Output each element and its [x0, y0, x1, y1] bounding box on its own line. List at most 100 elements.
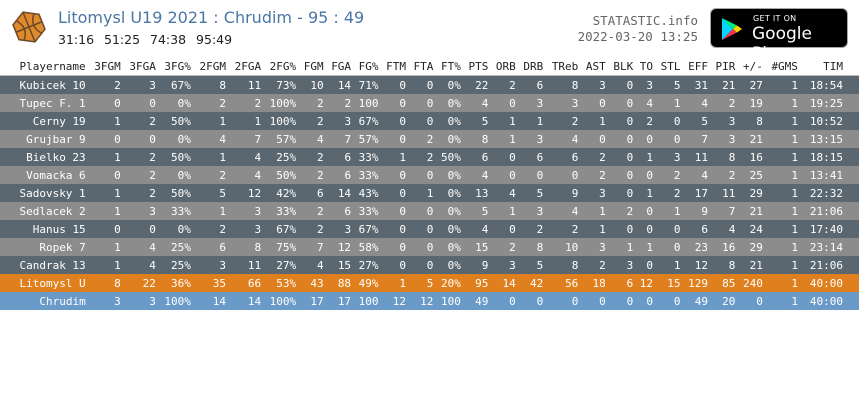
stat-cell: 13:15 — [799, 130, 859, 148]
site-name[interactable]: STATASTIC.info — [592, 13, 698, 28]
column-header: FTM — [380, 57, 408, 76]
stat-cell: 1 — [580, 112, 608, 130]
stat-cell: 0 — [380, 166, 408, 184]
stat-cell: 25 — [737, 166, 765, 184]
stat-cell: 0 — [87, 130, 123, 148]
stat-cell: 21 — [709, 75, 738, 94]
player-name-cell: Litomysl U — [0, 274, 88, 292]
stat-cell: 1 — [655, 256, 683, 274]
stat-cell: 49 — [462, 292, 491, 310]
stat-cell: 2 — [122, 166, 158, 184]
stat-cell: 6 — [545, 148, 581, 166]
stat-cell: 57% — [353, 130, 381, 148]
stat-cell: 0 — [122, 220, 158, 238]
stat-cell: 58% — [353, 238, 381, 256]
stat-cell: 50% — [157, 184, 193, 202]
stat-cell: 3 — [709, 130, 738, 148]
stat-cell: 5 — [462, 202, 491, 220]
stat-cell: 0 — [122, 130, 158, 148]
stat-cell: 53% — [263, 274, 299, 292]
stat-cell: 2 — [298, 148, 326, 166]
stat-cell: 0 — [635, 166, 656, 184]
stat-cell: 0% — [157, 166, 193, 184]
stat-cell: 0 — [87, 166, 123, 184]
stat-cell: 0 — [635, 292, 656, 310]
stat-cell: 11 — [228, 256, 264, 274]
stat-cell: 20% — [435, 274, 463, 292]
google-play-icon — [722, 18, 742, 40]
player-row: Grujbar 9 0 0 0% 4 7 57% 4 7 57% 0 2 0% 8 1 3 4 0 0 0 0 7 3 21 1… — [0, 130, 859, 148]
stat-cell: 3 — [122, 75, 158, 94]
stat-cell: 29 — [737, 184, 765, 202]
stat-cell: 29 — [737, 238, 765, 256]
player-row: Sedlacek 2 1 3 33% 1 3 33% 2 6 33% 0 0 0% 5 1 3 4 1 2 0 1 9 7 2… — [0, 202, 859, 220]
player-name-cell: Chrudim — [0, 292, 88, 310]
stat-cell: 7 — [325, 130, 354, 148]
stat-cell: 33% — [353, 148, 381, 166]
player-name-cell: Vomacka 6 — [0, 166, 88, 184]
stat-cell: 1 — [655, 202, 683, 220]
stat-cell: 18:15 — [799, 148, 859, 166]
stat-cell: 0 — [380, 238, 408, 256]
stat-cell: 0% — [435, 184, 463, 202]
stat-cell: 1 — [764, 130, 800, 148]
stat-cell: 3 — [517, 202, 546, 220]
stat-cell: 0 — [87, 220, 123, 238]
stat-cell: 1 — [635, 184, 656, 202]
player-name-cell: Sedlacek 2 — [0, 202, 88, 220]
stat-cell: 0 — [407, 166, 436, 184]
stat-cell: 3 — [192, 256, 228, 274]
stat-cell: 0 — [545, 166, 581, 184]
stat-cell: 1 — [764, 166, 800, 184]
stat-cell: 9 — [545, 184, 581, 202]
player-name-cell: Candrak 13 — [0, 256, 88, 274]
stat-cell: 4 — [682, 94, 710, 112]
player-name-cell: Bielko 23 — [0, 148, 88, 166]
stat-cell: 21 — [737, 256, 765, 274]
stat-cell: 5 — [192, 184, 228, 202]
stat-cell: 0 — [737, 292, 765, 310]
player-row: Cerny 19 1 2 50% 1 1 100% 2 3 67% 0 0 0% 5 1 1 2 1 0 2 0 5 3 8 1… — [0, 112, 859, 130]
stat-cell: 4 — [490, 184, 518, 202]
stat-cell: 3 — [517, 130, 546, 148]
stat-cell: 0 — [490, 220, 518, 238]
stat-cell: 56 — [545, 274, 581, 292]
stat-cell: 9 — [682, 202, 710, 220]
stat-cell: 8 — [709, 256, 738, 274]
stat-cell: 0 — [380, 202, 408, 220]
stat-cell: 2 — [87, 75, 123, 94]
stat-cell: 71% — [353, 75, 381, 94]
stat-cell: 8 — [545, 256, 581, 274]
google-play-button[interactable]: GET IT ON Google Play — [710, 8, 848, 64]
stat-cell: 0% — [435, 220, 463, 238]
player-row: Ropek 7 1 4 25% 6 8 75% 7 12 58% 0 0 0% 15 2 8 10 3 1 1 0 23 1… — [0, 238, 859, 256]
stat-cell: 4 — [298, 130, 326, 148]
stat-cell: 15 — [655, 274, 683, 292]
stat-cell: 67% — [157, 75, 193, 94]
stat-cell: 1 — [87, 112, 123, 130]
player-name-cell: Sadovsky 1 — [0, 184, 88, 202]
player-row: Tupec F. 1 0 0 0% 2 2 100% 2 2 100 0 0 0% 4 0 3 3 0 0 4 1 4 2 1… — [0, 94, 859, 112]
stat-cell: 3 — [655, 148, 683, 166]
player-name-cell: Tupec F. 1 — [0, 94, 88, 112]
period-score: 51:25 — [104, 32, 141, 47]
stat-cell: 12 — [682, 256, 710, 274]
stat-cell: 2 — [545, 220, 581, 238]
stat-cell: 12 — [407, 292, 436, 310]
team-total-row: Litomysl U 8 22 36% 35 66 53% 43 88 49% 1 5 20% 95 14 4… — [0, 274, 859, 292]
table-header-row: Playername 3FGM 3FGA 3FG% 2FGM 2FGA 2FG% FGM FGA… — [0, 57, 859, 76]
stat-cell: 6 — [517, 148, 546, 166]
column-header: 3FGA — [122, 57, 158, 76]
stat-cell: 0 — [380, 184, 408, 202]
column-header: FTA — [407, 57, 436, 76]
stat-cell: 3 — [709, 112, 738, 130]
stat-cell: 27 — [737, 75, 765, 94]
stat-cell: 4 — [682, 166, 710, 184]
stat-cell: 4 — [709, 220, 738, 238]
stat-cell: 5 — [407, 274, 436, 292]
stat-cell: 8 — [228, 238, 264, 256]
report-datetime: 2022-03-20 13:25 — [577, 29, 698, 44]
stat-cell: 1 — [764, 148, 800, 166]
stat-cell: 21 — [737, 130, 765, 148]
stat-cell: 10 — [298, 75, 326, 94]
